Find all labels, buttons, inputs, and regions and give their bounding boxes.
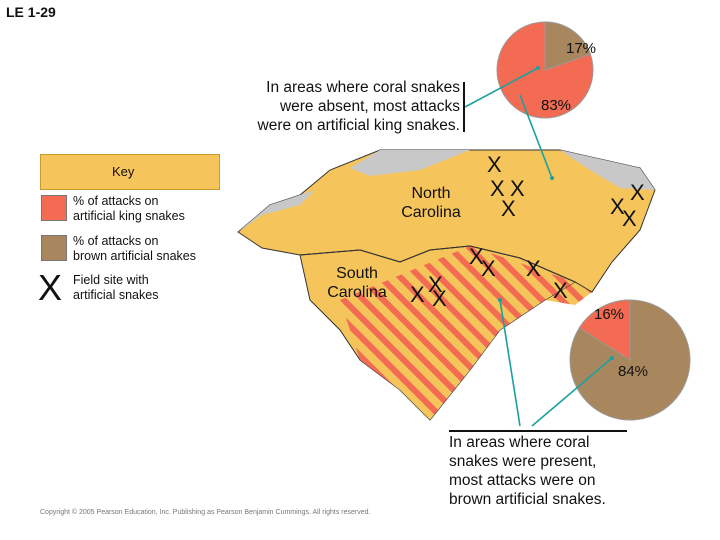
pie-bottom-king-label: 16% — [594, 306, 625, 323]
king-legend-line: artificial king snakes — [73, 209, 185, 223]
pie-top-brown-slice — [544, 21, 591, 71]
state-label-line: North — [411, 185, 451, 202]
field-site-marker: X — [490, 176, 505, 201]
pie-chart-top — [496, 21, 594, 119]
field-site-marker: X — [510, 176, 525, 201]
field-site-marker: X — [481, 256, 496, 281]
field-site-marker: X — [610, 194, 625, 219]
top-annotation-line: In areas where coral snakes — [266, 79, 460, 96]
field-site-marker: X — [487, 152, 502, 177]
site-legend-label: Field site with artificial snakes — [73, 273, 158, 303]
bottom-annotation: In areas where coral snakes were present… — [449, 433, 629, 509]
pie-top-king-label: 83% — [541, 97, 572, 114]
pie-chart-bottom — [569, 299, 691, 421]
top-annotation-bracket — [463, 82, 465, 132]
brown-swatch — [41, 235, 67, 261]
bottom-annotation-line: snakes were present, — [449, 453, 597, 470]
slide-label: LE 1-29 — [6, 4, 56, 20]
top-annotation-line: were on artificial king snakes. — [257, 117, 460, 134]
field-site-marker: X — [410, 282, 425, 307]
king-swatch — [41, 195, 67, 221]
field-site-marker: X — [630, 180, 645, 205]
state-label-line: South — [336, 265, 378, 282]
pie-bottom-king-slice — [578, 299, 631, 361]
north-carolina-region — [237, 149, 656, 293]
copyright-notice: Copyright © 2005 Pearson Education, Inc.… — [40, 509, 371, 516]
site-legend-line: Field site with — [73, 273, 149, 287]
north-carolina-label: North Carolina — [392, 184, 470, 222]
king-legend-line: % of attacks on — [73, 194, 159, 208]
bottom-annotation-line: most attacks were on — [449, 472, 596, 489]
bottom-annotation-line: In areas where coral — [449, 434, 590, 451]
state-label-line: Carolina — [327, 284, 387, 301]
field-site-marker: X — [553, 278, 568, 303]
field-site-marker: X — [428, 272, 443, 297]
connector-top-note — [464, 67, 539, 108]
connector-bottom-map — [531, 357, 613, 427]
field-site-marker: X — [622, 206, 637, 231]
bottom-annotation-line: brown artificial snakes. — [449, 491, 606, 508]
field-site-marker: X — [526, 256, 541, 281]
brown-legend-line: brown artificial snakes — [73, 249, 196, 263]
top-annotation: In areas where coral snakes were absent,… — [225, 78, 460, 135]
key-x-icon: X — [38, 267, 62, 308]
brown-legend-line: % of attacks on — [73, 234, 159, 248]
bottom-annotation-bracket — [449, 430, 627, 432]
field-site-marker: X — [501, 196, 516, 221]
king-legend-label: % of attacks on artificial king snakes — [73, 194, 185, 224]
site-legend-line: artificial snakes — [73, 288, 159, 302]
pie-bottom-brown-label: 84% — [618, 363, 649, 380]
field-site-marker: X — [469, 244, 484, 269]
pie-top-brown-label: 17% — [566, 40, 597, 57]
key-header — [40, 154, 220, 190]
connector-bottom-note — [499, 299, 521, 427]
brown-legend-label: % of attacks on brown artificial snakes — [73, 234, 196, 264]
top-annotation-line: were absent, most attacks — [279, 98, 460, 115]
connector-top-map — [519, 94, 553, 179]
field-site-marker: X — [432, 286, 447, 311]
state-label-line: Carolina — [401, 204, 461, 221]
key-title: Key — [112, 164, 135, 179]
south-carolina-label: South Carolina — [318, 264, 396, 302]
